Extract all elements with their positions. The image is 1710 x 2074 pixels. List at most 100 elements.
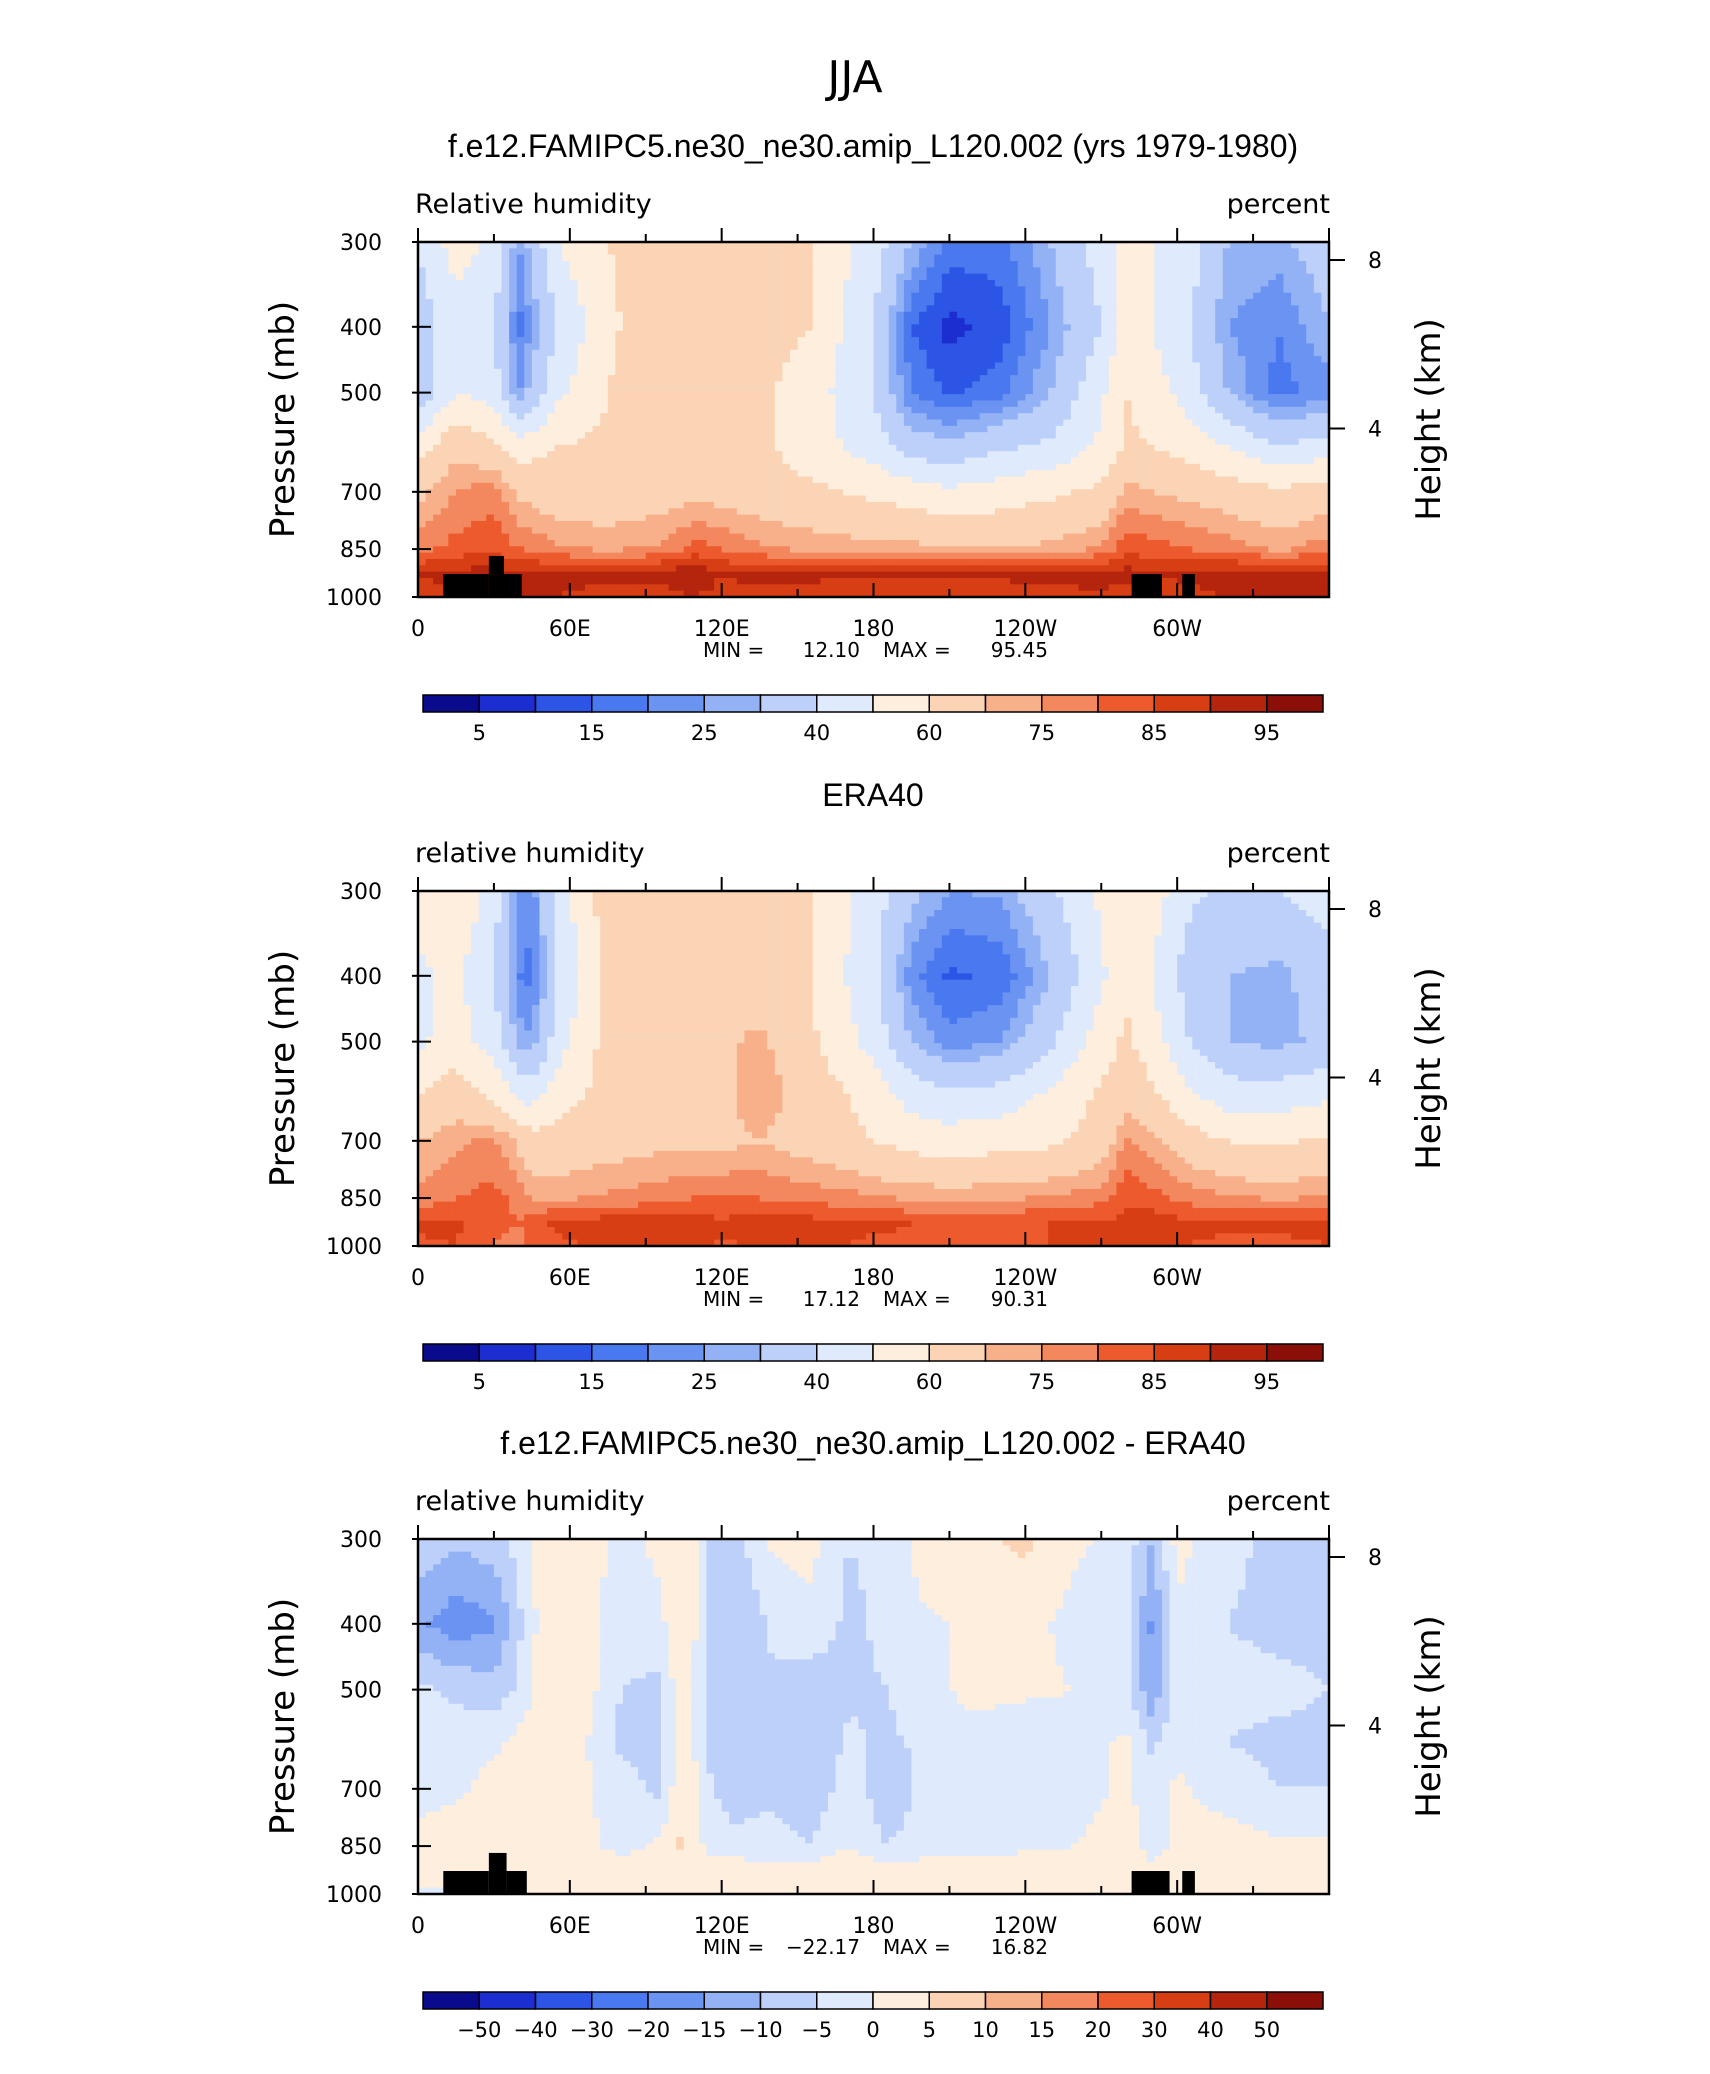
heatmap-cell	[744, 457, 753, 465]
heatmap-cell	[835, 425, 844, 433]
heatmap-cell	[471, 387, 480, 395]
heatmap-cell	[1207, 299, 1216, 306]
heatmap-cell	[1101, 419, 1110, 427]
heatmap-cell	[1207, 476, 1216, 484]
heatmap-cell	[622, 394, 632, 402]
heatmap-cell	[1154, 280, 1163, 287]
heatmap-cell	[1108, 387, 1118, 395]
heatmap-cell	[471, 438, 480, 446]
heatmap-cell	[1230, 356, 1239, 364]
heatmap-cell	[1146, 489, 1155, 497]
heatmap-cell	[698, 305, 708, 313]
heatmap-cell	[1321, 489, 1330, 497]
heatmap-cell	[607, 242, 616, 249]
heatmap-cell	[691, 267, 700, 275]
heatmap-cell	[957, 261, 966, 268]
heatmap-cell	[1298, 425, 1307, 433]
heatmap-cell	[1017, 356, 1026, 364]
heatmap-cell	[949, 292, 958, 300]
heatmap-cell	[1169, 286, 1178, 294]
heatmap-cell	[509, 349, 518, 357]
heatmap-cell	[714, 419, 723, 427]
heatmap-cell	[850, 457, 859, 465]
heatmap-cell	[1124, 489, 1133, 497]
heatmap-cell	[630, 368, 639, 376]
heatmap-cell	[531, 381, 541, 389]
heatmap-cell	[1177, 324, 1186, 332]
heatmap-cell	[797, 261, 806, 268]
heatmap-cell	[1124, 457, 1133, 465]
heatmap-cell	[1177, 254, 1186, 262]
heatmap-cell	[1040, 470, 1049, 478]
heatmap-cell	[858, 470, 867, 478]
heatmap-cell	[729, 489, 738, 497]
heatmap-cell	[706, 368, 715, 376]
heatmap-cell	[1078, 413, 1087, 421]
heatmap-cell	[881, 267, 890, 275]
heatmap-cell	[493, 305, 503, 313]
heatmap-cell	[1260, 343, 1269, 351]
heatmap-cell	[577, 248, 586, 256]
heatmap-cell	[789, 457, 799, 465]
heatmap-cell	[767, 318, 776, 326]
heatmap-cell	[896, 444, 905, 452]
heatmap-cell	[706, 444, 715, 452]
heatmap-cell	[1040, 432, 1049, 440]
heatmap-cell	[547, 394, 556, 402]
heatmap-cell	[562, 337, 571, 345]
heatmap-cell	[592, 463, 601, 471]
heatmap-cell	[653, 476, 662, 484]
heatmap-cell	[455, 476, 465, 484]
heatmap-cell	[1116, 413, 1125, 421]
heatmap-cell	[752, 261, 761, 268]
heatmap-cell	[934, 324, 943, 332]
heatmap-cell	[1169, 482, 1178, 490]
heatmap-cell	[622, 470, 632, 478]
heatmap-cell	[1253, 413, 1262, 421]
heatmap-cell	[873, 362, 882, 370]
heatmap-cell	[706, 413, 715, 421]
heatmap-cell	[1093, 419, 1102, 427]
heatmap-cell	[1002, 349, 1011, 357]
heatmap-cell	[994, 482, 1004, 490]
heatmap-cell	[812, 394, 821, 402]
heatmap-cell	[774, 482, 783, 490]
heatmap-cell	[1131, 444, 1140, 452]
heatmap-cell	[972, 273, 981, 281]
heatmap-cell	[812, 330, 821, 338]
heatmap-cell	[714, 242, 723, 249]
heatmap-cell	[638, 482, 647, 490]
heatmap-cell	[478, 362, 487, 370]
heatmap-cell	[957, 457, 966, 465]
heatmap-cell	[979, 495, 988, 503]
heatmap-cell	[1017, 470, 1026, 478]
heatmap-cell	[501, 400, 510, 408]
heatmap-cell	[1086, 330, 1095, 338]
heatmap-cell	[789, 375, 799, 383]
heatmap-cell	[949, 482, 958, 490]
heatmap-cell	[425, 495, 434, 503]
heatmap-cell	[1291, 413, 1300, 421]
heatmap-cell	[964, 444, 973, 452]
heatmap-cell	[1048, 286, 1057, 294]
heatmap-cell	[843, 387, 852, 395]
heatmap-cell	[585, 463, 594, 471]
heatmap-cell	[660, 362, 670, 370]
heatmap-cell	[592, 438, 601, 446]
heatmap-cell	[1108, 318, 1118, 326]
heatmap-cell	[865, 457, 875, 465]
heatmap-cell	[865, 438, 875, 446]
heatmap-cell	[630, 330, 639, 338]
heatmap-cell	[1002, 286, 1011, 294]
heatmap-cell	[547, 299, 556, 306]
heatmap-cell	[736, 489, 746, 497]
heatmap-cell	[1146, 419, 1155, 427]
heatmap-cell	[1048, 299, 1057, 306]
heatmap-cell	[1025, 470, 1034, 478]
heatmap-cell	[972, 286, 981, 294]
heatmap-cell	[668, 368, 677, 376]
heatmap-cell	[759, 362, 768, 370]
heatmap-cell	[1086, 457, 1095, 465]
heatmap-cell	[418, 292, 427, 300]
heatmap-cell	[941, 501, 951, 509]
